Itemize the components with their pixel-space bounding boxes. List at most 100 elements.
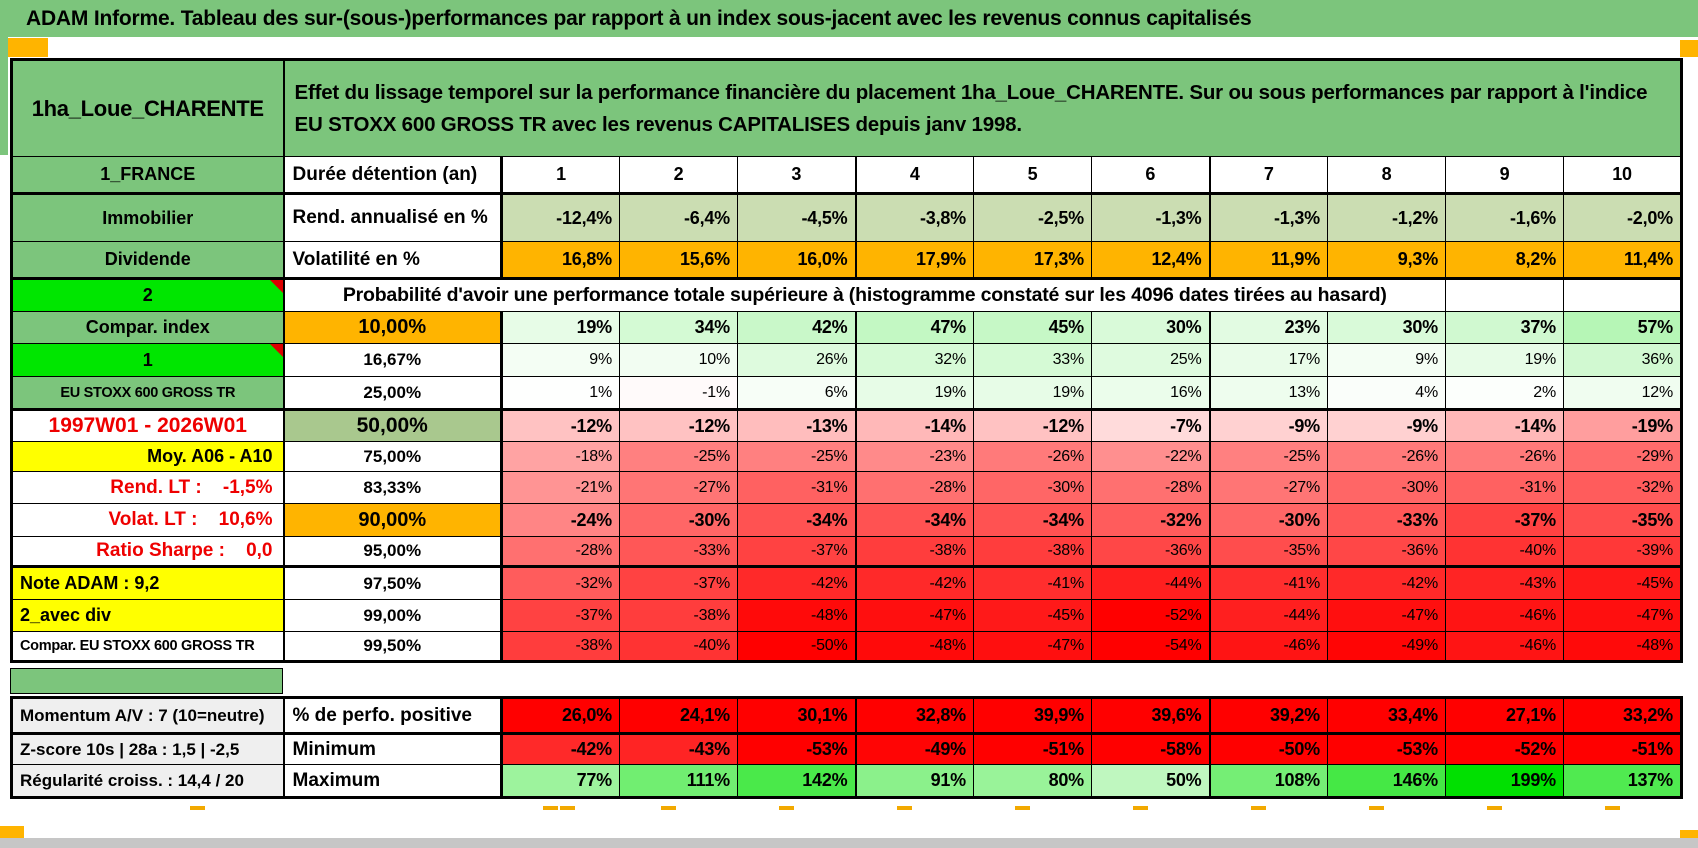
- data-cell[interactable]: -40%: [1445, 536, 1564, 567]
- data-cell[interactable]: -34%: [737, 503, 857, 537]
- data-cell[interactable]: -37%: [737, 536, 857, 567]
- data-cell[interactable]: -49%: [1327, 631, 1446, 662]
- data-cell[interactable]: -4,5%: [737, 192, 857, 242]
- data-cell[interactable]: 91%: [855, 764, 974, 798]
- data-cell[interactable]: 32,8%: [855, 697, 974, 734]
- data-cell[interactable]: -48%: [737, 599, 857, 632]
- data-cell[interactable]: 15,6%: [619, 241, 738, 279]
- data-cell[interactable]: -38%: [855, 536, 974, 567]
- row-label-cell[interactable]: 2_avec div: [11, 599, 285, 632]
- data-cell[interactable]: 30%: [1091, 311, 1211, 344]
- row-header-cell[interactable]: 25,00%: [283, 376, 503, 410]
- data-cell[interactable]: 26%: [737, 343, 857, 377]
- data-cell[interactable]: -9%: [1327, 408, 1446, 442]
- empty-cell[interactable]: [1563, 277, 1682, 312]
- year-column-header[interactable]: 9: [1445, 156, 1564, 194]
- data-cell[interactable]: -37%: [1445, 503, 1564, 537]
- data-cell[interactable]: 32%: [855, 343, 974, 377]
- data-cell[interactable]: 146%: [1327, 764, 1446, 798]
- data-cell[interactable]: -1,3%: [1209, 192, 1328, 242]
- placement-name-cell[interactable]: 1ha_Loue_CHARENTE: [11, 59, 285, 157]
- data-cell[interactable]: -47%: [855, 599, 974, 632]
- data-cell[interactable]: -30%: [619, 503, 738, 537]
- data-cell[interactable]: -32%: [501, 565, 620, 600]
- row-header-cell[interactable]: % de perfo. positive: [283, 697, 503, 734]
- data-cell[interactable]: -48%: [1563, 631, 1682, 662]
- data-cell[interactable]: -39%: [1563, 536, 1682, 567]
- data-cell[interactable]: 30%: [1327, 311, 1446, 344]
- data-cell[interactable]: 137%: [1563, 764, 1682, 798]
- row-label-cell[interactable]: Ratio Sharpe : 0,0: [11, 536, 285, 567]
- data-cell[interactable]: 12,4%: [1091, 241, 1211, 279]
- data-cell[interactable]: -53%: [1327, 732, 1446, 765]
- data-cell[interactable]: -26%: [1445, 441, 1564, 472]
- data-cell[interactable]: 33%: [973, 343, 1092, 377]
- data-cell[interactable]: -21%: [501, 471, 620, 504]
- data-cell[interactable]: -26%: [1327, 441, 1446, 472]
- row-header-cell[interactable]: 10,00%: [283, 311, 503, 344]
- data-cell[interactable]: -43%: [619, 732, 738, 765]
- row-label-cell[interactable]: Régularité croiss. : 14,4 / 20: [11, 764, 285, 798]
- row-header-cell[interactable]: 75,00%: [283, 441, 503, 472]
- data-cell[interactable]: -46%: [1445, 631, 1564, 662]
- data-cell[interactable]: -37%: [501, 599, 620, 632]
- data-cell[interactable]: -46%: [1209, 631, 1328, 662]
- data-cell[interactable]: 36%: [1563, 343, 1682, 377]
- data-cell[interactable]: 30,1%: [737, 697, 857, 734]
- data-cell[interactable]: 19%: [973, 376, 1092, 410]
- data-cell[interactable]: -32%: [1563, 471, 1682, 504]
- data-cell[interactable]: -35%: [1209, 536, 1328, 567]
- year-column-header[interactable]: 6: [1091, 156, 1211, 194]
- data-cell[interactable]: -22%: [1091, 441, 1211, 472]
- data-cell[interactable]: -46%: [1445, 599, 1564, 632]
- data-cell[interactable]: -42%: [737, 565, 857, 600]
- data-cell[interactable]: -52%: [1445, 732, 1564, 765]
- data-cell[interactable]: 111%: [619, 764, 738, 798]
- data-cell[interactable]: -49%: [855, 732, 974, 765]
- data-cell[interactable]: -52%: [1091, 599, 1211, 632]
- data-cell[interactable]: -29%: [1563, 441, 1682, 472]
- data-cell[interactable]: 45%: [973, 311, 1092, 344]
- data-cell[interactable]: 26,0%: [501, 697, 620, 734]
- data-cell[interactable]: -48%: [855, 631, 974, 662]
- data-cell[interactable]: 11,9%: [1209, 241, 1328, 279]
- row-label-cell[interactable]: Moy. A06 - A10: [11, 441, 285, 472]
- data-cell[interactable]: 10%: [619, 343, 738, 377]
- data-cell[interactable]: -26%: [973, 441, 1092, 472]
- data-cell[interactable]: 1%: [501, 376, 620, 410]
- data-cell[interactable]: -51%: [973, 732, 1092, 765]
- row-header-cell[interactable]: 16,67%: [283, 343, 503, 377]
- data-cell[interactable]: -47%: [973, 631, 1092, 662]
- data-cell[interactable]: 19%: [501, 311, 620, 344]
- data-cell[interactable]: 2%: [1445, 376, 1564, 410]
- data-cell[interactable]: -25%: [737, 441, 857, 472]
- row-label-cell[interactable]: Immobilier: [11, 192, 285, 242]
- data-cell[interactable]: -7%: [1091, 408, 1211, 442]
- data-cell[interactable]: 9%: [1327, 343, 1446, 377]
- row-label-cell[interactable]: Compar. EU STOXX 600 GROSS TR: [11, 631, 285, 662]
- data-cell[interactable]: 24,1%: [619, 697, 738, 734]
- row-header-cell[interactable]: Durée détention (an): [283, 156, 503, 194]
- data-cell[interactable]: -37%: [619, 565, 738, 600]
- data-cell[interactable]: 12%: [1563, 376, 1682, 410]
- data-cell[interactable]: -45%: [973, 599, 1092, 632]
- data-cell[interactable]: -28%: [1091, 471, 1211, 504]
- data-cell[interactable]: 16,8%: [501, 241, 620, 279]
- row-label-cell[interactable]: Dividende: [11, 241, 285, 279]
- data-cell[interactable]: 142%: [737, 764, 857, 798]
- year-column-header[interactable]: 10: [1563, 156, 1682, 194]
- data-cell[interactable]: -18%: [501, 441, 620, 472]
- data-cell[interactable]: -51%: [1563, 732, 1682, 765]
- data-cell[interactable]: -30%: [973, 471, 1092, 504]
- data-cell[interactable]: 77%: [501, 764, 620, 798]
- data-cell[interactable]: 17%: [1209, 343, 1328, 377]
- data-cell[interactable]: -40%: [619, 631, 738, 662]
- data-cell[interactable]: 17,9%: [855, 241, 974, 279]
- data-cell[interactable]: -3,8%: [855, 192, 974, 242]
- data-cell[interactable]: -25%: [1209, 441, 1328, 472]
- data-cell[interactable]: -14%: [855, 408, 974, 442]
- data-cell[interactable]: -38%: [973, 536, 1092, 567]
- data-cell[interactable]: -27%: [619, 471, 738, 504]
- row-label-cell[interactable]: Z-score 10s | 28a : 1,5 | -2,5: [11, 732, 285, 765]
- data-cell[interactable]: -27%: [1209, 471, 1328, 504]
